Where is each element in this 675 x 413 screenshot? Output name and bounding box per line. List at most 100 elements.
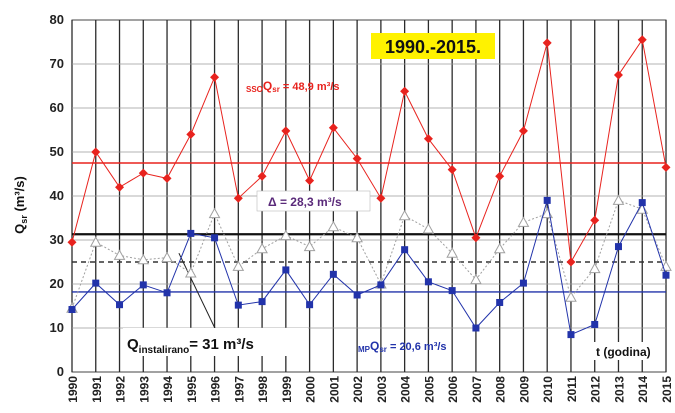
x-tick-label: 1992 [114, 376, 128, 403]
series-point-square [234, 301, 242, 309]
series-point-triangle [208, 207, 221, 219]
series-point-diamond [138, 168, 148, 178]
series-point-triangle [588, 262, 601, 274]
series-line [71, 199, 667, 309]
title-box [371, 33, 495, 59]
series-point-triangle [89, 236, 102, 247]
series-point-triangle [279, 229, 292, 241]
y-tick-label: 70 [50, 56, 64, 71]
x-tick-label: 2005 [422, 376, 436, 403]
series-point-diamond [91, 147, 101, 157]
series-point-diamond [542, 38, 552, 48]
y-tick-label: 60 [50, 100, 64, 115]
series-point-square [662, 271, 670, 279]
series-point-triangle [327, 220, 340, 232]
series-point-triangle [517, 216, 530, 227]
series-point-diamond [423, 134, 433, 144]
series-point-diamond [162, 173, 172, 183]
x-tick-label: 2011 [565, 376, 579, 402]
x-tick-labels: 1990 1991 1992 1993 1994 1995 1996 1997 1998 1999… [66, 376, 674, 403]
series-point-diamond [186, 129, 196, 139]
series-group [66, 35, 672, 339]
series-point-square [211, 234, 219, 242]
series-point-square [448, 287, 456, 295]
series-point-square [591, 320, 599, 328]
series-point-square [424, 278, 432, 286]
series-point-square [329, 270, 337, 278]
series-point-square [567, 331, 575, 339]
series-point-square [353, 291, 361, 299]
sso-annotation: SSOQsr = 48,9 m³/s [246, 79, 339, 94]
series-point-triangle [184, 266, 197, 278]
series-point-diamond [447, 165, 457, 175]
x-tick-label: 2009 [517, 376, 531, 403]
x-tick-label: 2000 [304, 376, 318, 403]
series-point-diamond [115, 182, 125, 192]
x-tick-label: 2004 [399, 376, 413, 403]
series-point-diamond [590, 215, 600, 225]
series-point-square [116, 301, 124, 309]
series-point-diamond [471, 233, 481, 243]
y-axis-label: Qsr (m³/s) [12, 176, 29, 234]
series-point-diamond [495, 171, 505, 181]
series-point-square [187, 229, 195, 237]
series-point-diamond [352, 154, 362, 164]
series-point-square [282, 266, 290, 274]
series-point-square [496, 298, 504, 306]
series-point-diamond [566, 257, 576, 267]
y-tick-label: 20 [50, 276, 64, 291]
series-point-square [306, 301, 314, 309]
chart-title: 1990.-2015. [385, 37, 481, 57]
series-point-diamond [67, 237, 77, 247]
series-point-triangle [446, 247, 459, 258]
mp-annotation: MPQsr = 20,6 m³/s [358, 339, 447, 354]
x-tick-label: 2007 [470, 376, 484, 403]
installed-pointer-line [178, 252, 218, 333]
series-point-square [377, 281, 385, 289]
series-point-diamond [637, 35, 647, 45]
series-point-square [519, 279, 527, 287]
series-point-triangle [303, 240, 316, 252]
x-tick-label: 1996 [209, 376, 223, 403]
x-label-box [590, 342, 664, 360]
series-point-square [92, 279, 100, 287]
series-point-square [614, 243, 622, 251]
series-point-triangle [137, 253, 150, 265]
series-point-triangle [565, 291, 577, 302]
x-tick-label: 1993 [137, 376, 151, 403]
y-tick-labels: 0 10 20 30 40 50 60 70 80 [50, 12, 64, 379]
series-point-diamond [376, 193, 386, 203]
series-point-diamond [233, 193, 243, 203]
series-point-square [401, 246, 409, 254]
y-tick-label: 10 [50, 320, 64, 335]
series-point-diamond [400, 86, 410, 96]
series-point-triangle [232, 260, 245, 271]
x-tick-label: 2001 [327, 376, 341, 403]
installed-box [123, 328, 308, 356]
series-point-square [638, 199, 646, 207]
series-point-diamond [518, 126, 528, 136]
delta-annotation: Δ = 28,3 m³/s [268, 195, 342, 209]
series-point-diamond [305, 176, 315, 186]
series-point-diamond [613, 70, 623, 80]
series-point-square [543, 196, 551, 204]
series-point-triangle [470, 273, 482, 285]
x-tick-label: 1995 [185, 376, 199, 403]
series-point-square [163, 289, 171, 297]
series-point-square [139, 281, 147, 289]
series-point-triangle [113, 249, 126, 260]
x-tick-label: 2002 [351, 376, 365, 403]
x-tick-label: 1997 [232, 376, 246, 403]
series-point-diamond [257, 171, 267, 181]
x-tick-label: 1998 [256, 376, 270, 403]
series-point-triangle [398, 209, 411, 221]
series-point-triangle [256, 242, 268, 254]
y-tick-label: 0 [57, 364, 64, 379]
series-point-square [258, 298, 266, 306]
y-tick-label: 50 [50, 144, 64, 159]
x-tick-label: 1994 [161, 376, 175, 403]
series-line [71, 200, 667, 336]
x-tick-label: 2003 [375, 376, 389, 403]
x-tick-label: 2012 [589, 376, 603, 403]
